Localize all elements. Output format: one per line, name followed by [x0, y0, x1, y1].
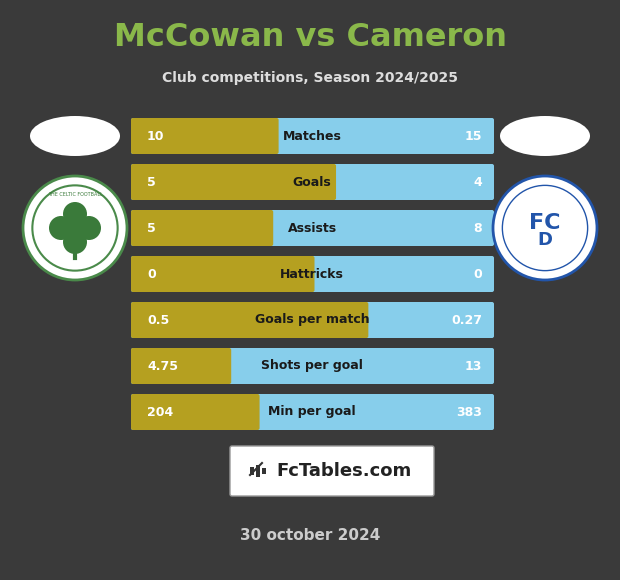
FancyBboxPatch shape: [131, 164, 336, 200]
Text: 0: 0: [147, 267, 156, 281]
Ellipse shape: [500, 116, 590, 156]
Circle shape: [502, 186, 588, 271]
Text: 4: 4: [473, 176, 482, 189]
Text: Shots per goal: Shots per goal: [261, 360, 363, 372]
FancyBboxPatch shape: [131, 210, 494, 246]
FancyBboxPatch shape: [131, 118, 494, 154]
FancyBboxPatch shape: [131, 210, 273, 246]
Text: 8: 8: [474, 222, 482, 234]
FancyBboxPatch shape: [250, 467, 254, 475]
Text: 383: 383: [456, 405, 482, 419]
Text: 5: 5: [147, 176, 156, 189]
FancyBboxPatch shape: [262, 468, 266, 474]
FancyBboxPatch shape: [131, 256, 314, 292]
FancyBboxPatch shape: [131, 394, 494, 430]
Circle shape: [63, 230, 87, 254]
Text: 10: 10: [147, 129, 164, 143]
Text: 4.75: 4.75: [147, 360, 178, 372]
FancyBboxPatch shape: [131, 348, 494, 384]
Text: 204: 204: [147, 405, 173, 419]
Circle shape: [23, 176, 127, 280]
Text: Goals per match: Goals per match: [255, 314, 370, 327]
FancyBboxPatch shape: [256, 465, 260, 477]
Text: 0.5: 0.5: [147, 314, 169, 327]
FancyBboxPatch shape: [131, 164, 494, 200]
Text: Goals: Goals: [293, 176, 331, 189]
Text: Matches: Matches: [283, 129, 342, 143]
FancyBboxPatch shape: [131, 394, 260, 430]
Text: Min per goal: Min per goal: [268, 405, 356, 419]
Text: THE CELTIC FOOTBALL: THE CELTIC FOOTBALL: [48, 192, 102, 197]
Text: Club competitions, Season 2024/2025: Club competitions, Season 2024/2025: [162, 71, 458, 85]
Text: 5: 5: [147, 222, 156, 234]
Ellipse shape: [30, 116, 120, 156]
Text: McCowan vs Cameron: McCowan vs Cameron: [113, 23, 507, 53]
FancyBboxPatch shape: [131, 118, 278, 154]
Text: 0: 0: [473, 267, 482, 281]
Circle shape: [63, 202, 87, 226]
Text: FC: FC: [529, 213, 560, 233]
Circle shape: [70, 223, 80, 233]
Text: 0.27: 0.27: [451, 314, 482, 327]
Text: 30 october 2024: 30 october 2024: [240, 528, 380, 543]
Circle shape: [49, 216, 73, 240]
FancyBboxPatch shape: [131, 256, 494, 292]
Text: Hattricks: Hattricks: [280, 267, 344, 281]
Text: 15: 15: [464, 129, 482, 143]
Circle shape: [493, 176, 597, 280]
Text: D: D: [538, 231, 552, 249]
Circle shape: [32, 186, 118, 271]
Text: Assists: Assists: [288, 222, 337, 234]
Circle shape: [77, 216, 101, 240]
Text: FcTables.com: FcTables.com: [277, 462, 412, 480]
Text: 13: 13: [464, 360, 482, 372]
FancyBboxPatch shape: [230, 446, 434, 496]
FancyBboxPatch shape: [131, 302, 368, 338]
FancyBboxPatch shape: [131, 348, 231, 384]
FancyBboxPatch shape: [131, 302, 494, 338]
